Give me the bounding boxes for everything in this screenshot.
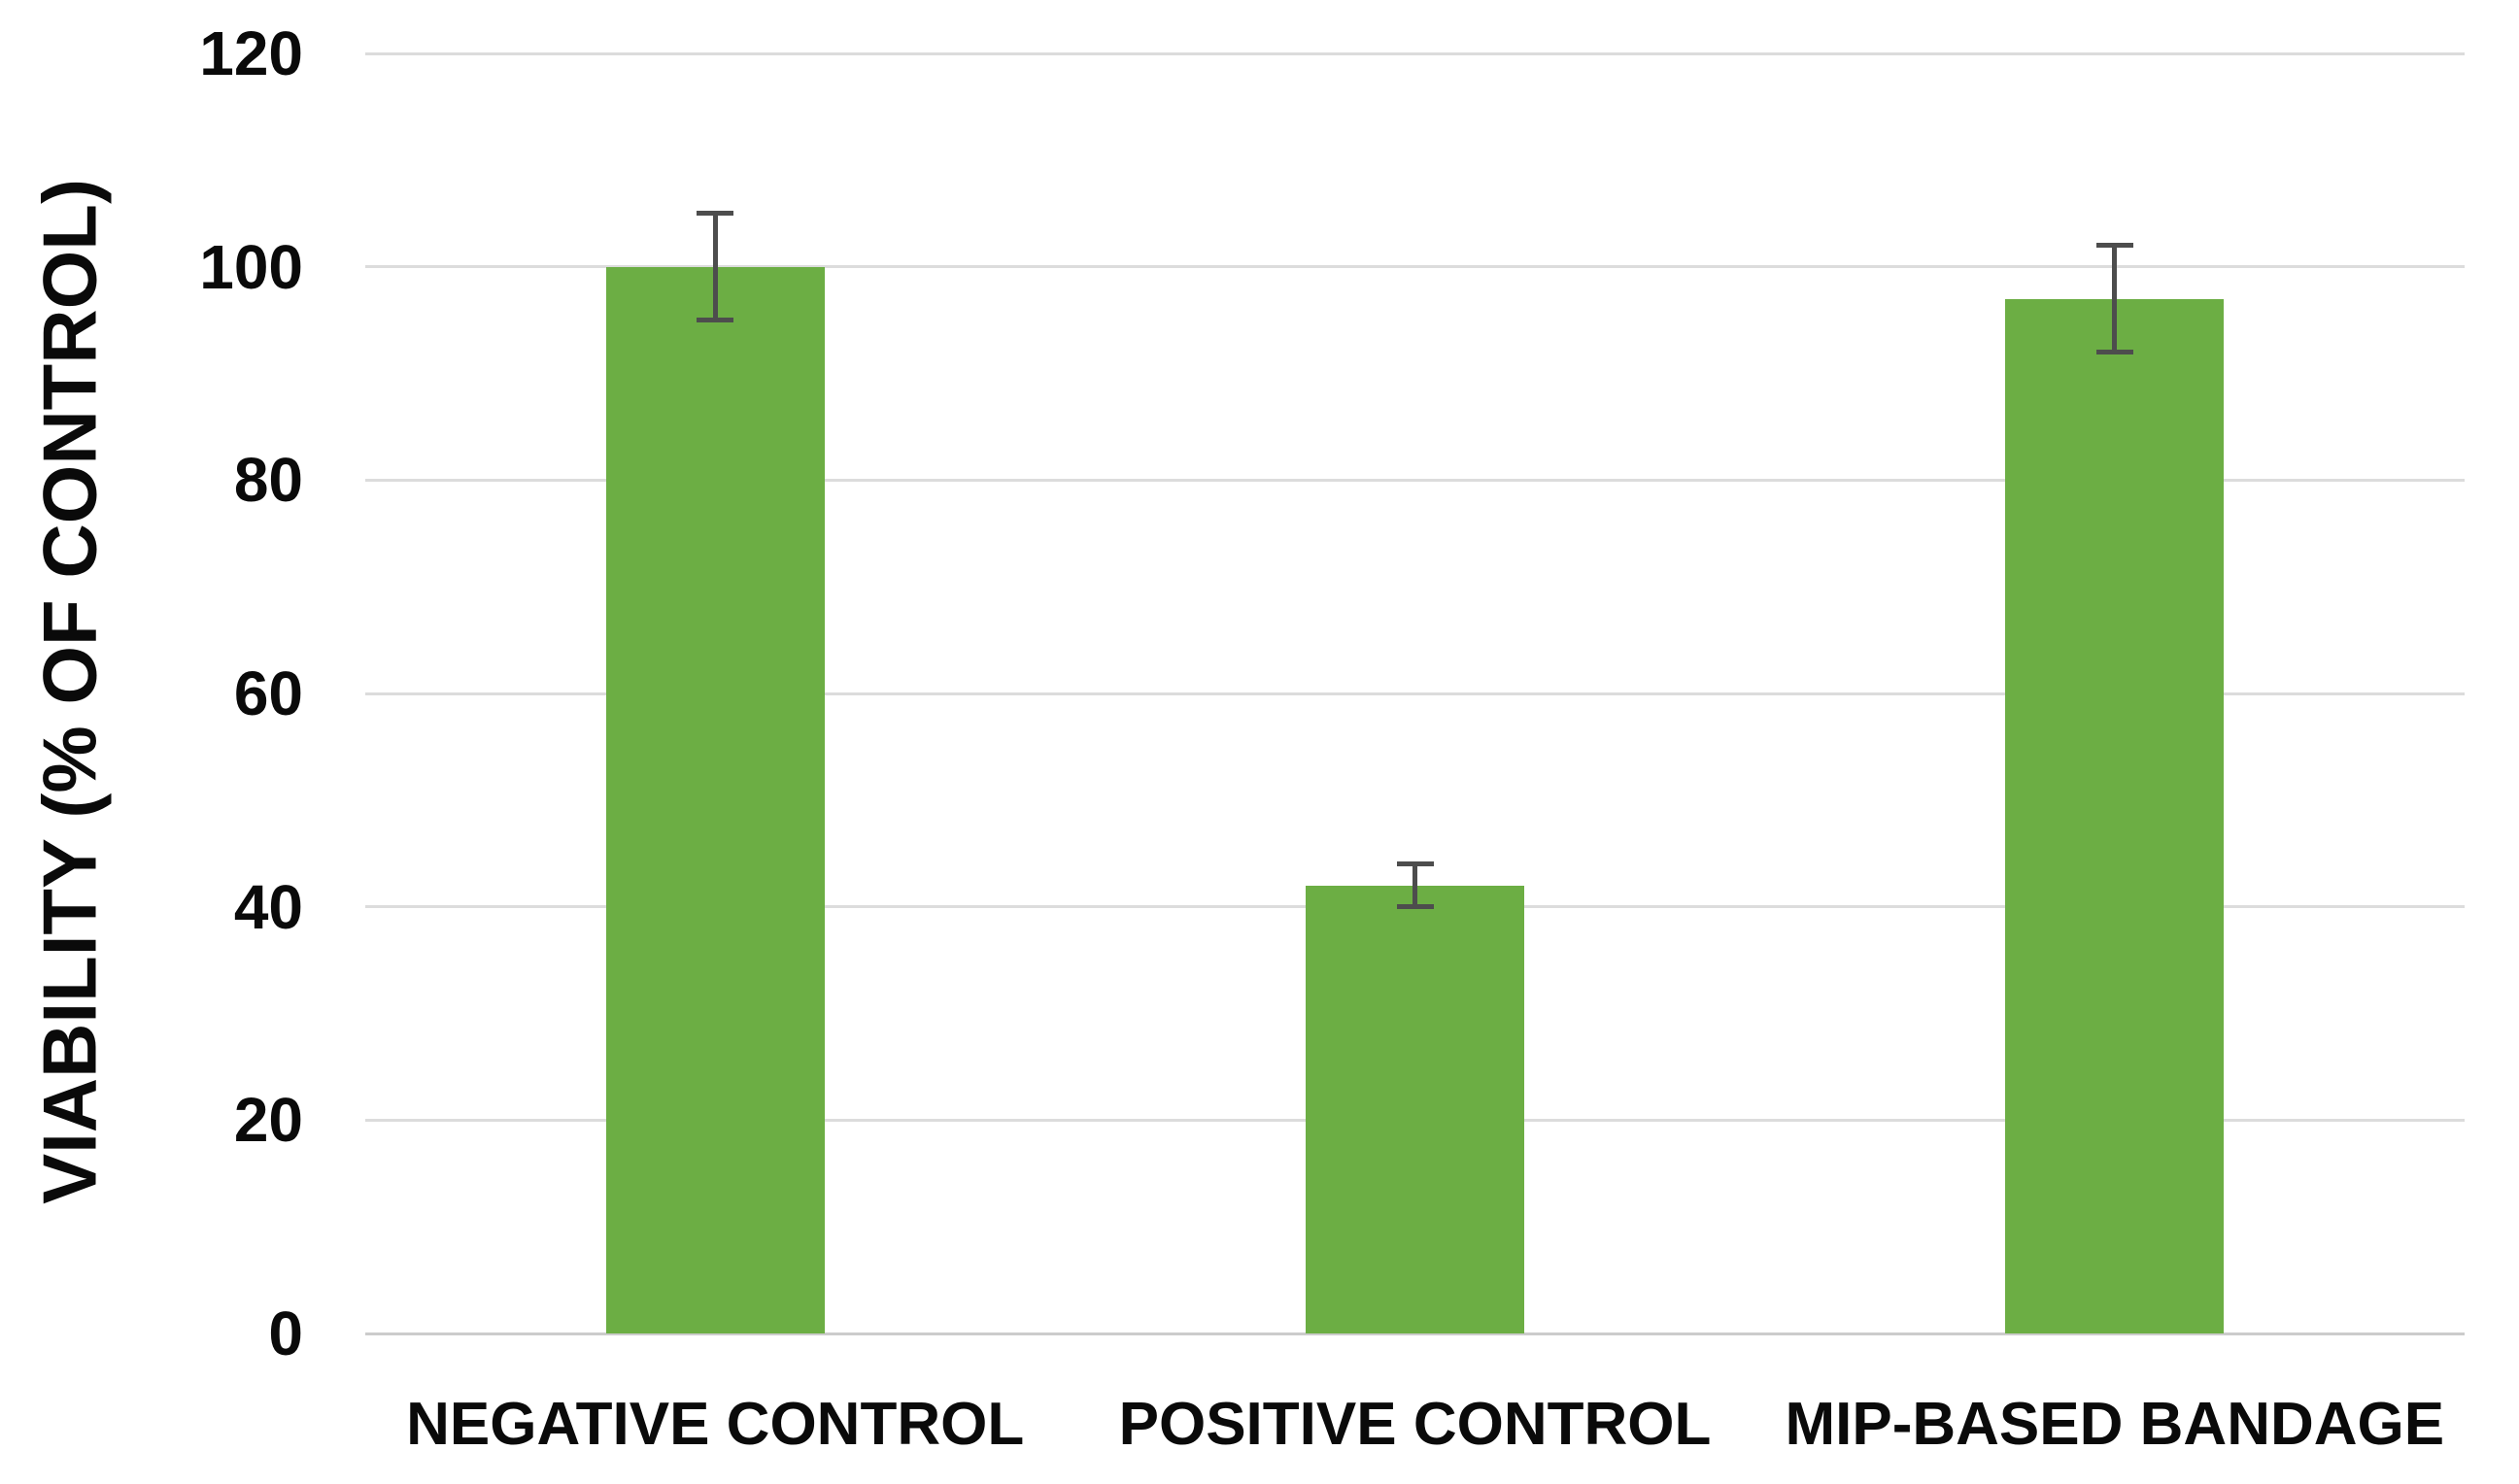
error-bar-cap-bottom	[697, 318, 734, 323]
x-category-label-3: MIP-BASED BANDAGE	[1785, 1391, 2445, 1458]
y-tick-label-20: 20	[233, 1085, 303, 1156]
y-tick-label-40: 40	[233, 871, 303, 942]
y-tick-label-0: 0	[268, 1298, 303, 1368]
error-bar-line	[1413, 863, 1417, 907]
x-category-label-1: NEGATIVE CONTROL	[406, 1391, 1025, 1458]
x-category-label-2: POSITIVE CONTROL	[1118, 1391, 1712, 1458]
error-bar-line	[712, 213, 718, 320]
bar-mip-based-bandage	[2005, 298, 2225, 1333]
error-bar-cap-bottom	[1396, 904, 1434, 910]
error-bar-cap-top	[2095, 243, 2133, 249]
error-bar-cap-top	[1396, 861, 1434, 867]
y-tick-label-120: 120	[199, 18, 303, 88]
error-bar-cap-top	[697, 211, 734, 217]
error-bar-line	[2112, 245, 2118, 353]
y-axis-title: VIABILITY (% OF CONTROL)	[26, 179, 113, 1204]
y-tick-label-80: 80	[233, 445, 303, 516]
y-tick-label-60: 60	[233, 658, 303, 728]
gridline-120	[365, 51, 2465, 55]
bar-positive-control	[1306, 885, 1524, 1333]
y-tick-label-100: 100	[199, 231, 303, 302]
error-bar-cap-bottom	[2095, 350, 2133, 355]
bar-negative-control	[605, 266, 825, 1333]
